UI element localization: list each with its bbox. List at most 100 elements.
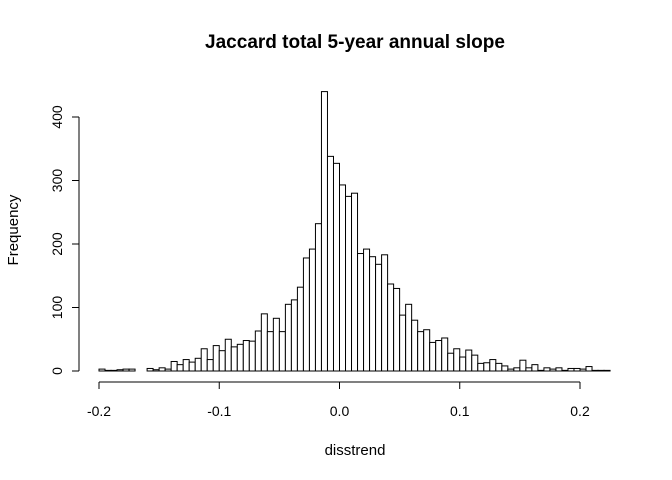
- histogram-bar: [399, 314, 407, 372]
- histogram-bar: [200, 348, 208, 372]
- histogram-bar: [387, 283, 395, 372]
- histogram-bar: [158, 367, 166, 372]
- histogram-bar: [525, 367, 533, 372]
- histogram-bar: [597, 369, 605, 372]
- histogram-bar: [339, 184, 347, 372]
- histogram-bar: [519, 359, 527, 372]
- histogram-bar: [308, 248, 316, 372]
- x-tick-label: -0.1: [207, 403, 231, 419]
- histogram-bar: [218, 350, 226, 372]
- histogram-bar: [501, 365, 509, 372]
- x-tick-label: 0.0: [330, 403, 350, 419]
- histogram-bar: [278, 331, 286, 372]
- histogram-bar: [429, 341, 437, 372]
- histogram-bar: [411, 319, 419, 372]
- histogram-bar: [603, 369, 611, 372]
- x-tick-label: -0.2: [87, 403, 111, 419]
- histogram-bar: [212, 345, 220, 372]
- histogram-bar: [242, 340, 250, 372]
- histogram-bar: [284, 303, 292, 372]
- histogram-bar: [435, 340, 443, 372]
- histogram-bar: [477, 362, 485, 372]
- histogram-bar: [266, 331, 274, 372]
- histogram-bar: [531, 364, 539, 372]
- histogram-bar: [146, 367, 154, 372]
- histogram-bar: [537, 369, 545, 372]
- x-axis-label: disstrend: [325, 442, 386, 459]
- histogram-bar: [194, 357, 202, 372]
- histogram-bar: [230, 346, 238, 372]
- histogram-bar: [375, 263, 383, 372]
- histogram-bar: [591, 369, 599, 372]
- histogram-bar: [363, 248, 371, 372]
- histogram-bar: [561, 369, 569, 372]
- histogram-bar: [453, 348, 461, 372]
- histogram-bar: [248, 340, 256, 372]
- histogram-bar: [332, 162, 340, 372]
- histogram-bar: [128, 368, 136, 372]
- histogram-bar: [567, 367, 575, 372]
- histogram-bar: [573, 367, 581, 372]
- histogram-bar: [104, 369, 112, 372]
- histogram-bar: [441, 337, 449, 372]
- histogram-bar: [302, 257, 310, 372]
- x-tick-label: 0.2: [570, 403, 590, 419]
- histogram-bar: [513, 367, 521, 372]
- histogram-bar: [423, 329, 431, 372]
- histogram-bar: [489, 359, 497, 372]
- histogram-bar: [224, 338, 232, 372]
- histogram-bar: [447, 352, 455, 372]
- histogram-bar: [290, 299, 298, 372]
- y-axis-label: Frequency: [5, 194, 22, 265]
- y-axis: 0 100 200 300 400: [49, 105, 80, 375]
- histogram-bar: [254, 330, 262, 372]
- histogram-bar: [170, 360, 178, 372]
- histogram-bar: [152, 369, 160, 372]
- histogram-bar: [471, 354, 479, 372]
- histogram-bar: [543, 367, 551, 372]
- x-axis: -0.2 -0.1 0.0 0.1 0.2: [87, 381, 590, 419]
- x-tick-label: 0.1: [450, 403, 470, 419]
- histogram-bar: [122, 368, 130, 372]
- histogram-bar: [381, 254, 389, 372]
- y-tick-label: 400: [49, 105, 65, 129]
- histogram-bar: [206, 359, 214, 372]
- histogram-bar: [260, 313, 268, 372]
- histogram-bar: [549, 368, 557, 372]
- histogram-bar: [351, 192, 359, 372]
- histogram-bar: [465, 349, 473, 372]
- bars-group: [98, 91, 611, 372]
- histogram-bar: [345, 195, 353, 372]
- y-tick-label: 300: [49, 169, 65, 193]
- histogram-bar: [579, 368, 587, 372]
- y-tick-label: 100: [49, 296, 65, 320]
- histogram-bar: [182, 359, 190, 372]
- y-tick-label: 0: [49, 367, 65, 375]
- histogram-bar: [326, 155, 334, 372]
- histogram-bar: [272, 317, 280, 372]
- chart-title: Jaccard total 5-year annual slope: [205, 32, 505, 53]
- histogram-bar: [320, 91, 328, 372]
- histogram-bar: [116, 369, 124, 372]
- histogram-bar: [296, 286, 304, 372]
- histogram-bar: [417, 331, 425, 372]
- histogram-bar: [314, 223, 322, 372]
- histogram-bar: [369, 256, 377, 372]
- histogram-bar: [188, 361, 196, 372]
- histogram-bar: [495, 362, 503, 372]
- histogram-bar: [98, 368, 106, 372]
- histogram-bar: [176, 364, 184, 372]
- histogram-bar: [357, 253, 365, 372]
- histogram-bar: [555, 367, 563, 372]
- histogram-bar: [507, 368, 515, 372]
- histogram-bar: [236, 343, 244, 372]
- histogram-bar: [393, 287, 401, 372]
- histogram-bar: [164, 368, 172, 372]
- histogram-bar: [585, 366, 593, 372]
- histogram-bar: [110, 369, 118, 372]
- histogram-bar: [405, 303, 413, 372]
- histogram-bar: [459, 356, 467, 372]
- histogram-bar: [483, 362, 491, 372]
- y-tick-label: 200: [49, 232, 65, 256]
